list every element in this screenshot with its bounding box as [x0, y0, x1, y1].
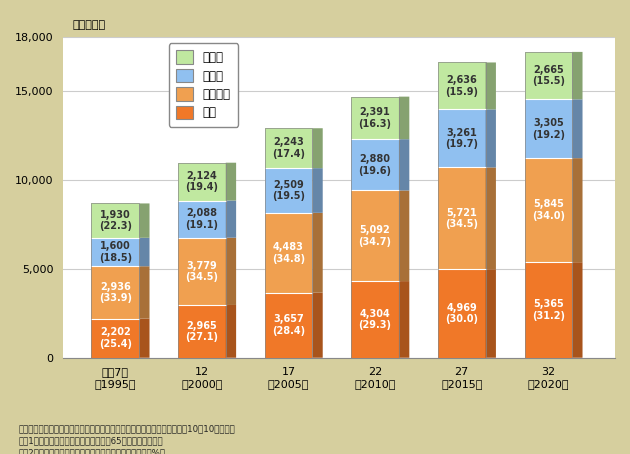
Bar: [178, 163, 226, 358]
Text: 1,600
(18.5): 1,600 (18.5): [99, 241, 132, 263]
Text: （千世帯）: （千世帯）: [72, 20, 105, 30]
Bar: [438, 63, 486, 109]
Text: 1,930
(22.3): 1,930 (22.3): [99, 210, 132, 232]
Polygon shape: [312, 293, 323, 358]
Polygon shape: [572, 158, 583, 262]
Bar: [91, 203, 139, 358]
Text: 2,202
(25.4): 2,202 (25.4): [99, 327, 132, 349]
Polygon shape: [226, 305, 236, 358]
Text: 4,483
(34.8): 4,483 (34.8): [272, 242, 305, 263]
Bar: [438, 168, 486, 269]
Bar: [438, 63, 486, 358]
Bar: [438, 109, 486, 168]
Bar: [265, 168, 312, 213]
Bar: [178, 163, 226, 201]
Text: 2,965
(27.1): 2,965 (27.1): [185, 321, 219, 342]
Polygon shape: [486, 63, 496, 109]
Text: 5,721
(34.5): 5,721 (34.5): [445, 207, 478, 229]
Text: 資料：国立社会保障・人口問題研究所「日本の世帯数の将来推計」（平成10年10月推計）: 資料：国立社会保障・人口問題研究所「日本の世帯数の将来推計」（平成10年10月推…: [19, 424, 236, 434]
Bar: [91, 203, 139, 238]
Bar: [178, 201, 226, 238]
Bar: [265, 128, 312, 168]
Text: 2,880
(19.6): 2,880 (19.6): [358, 154, 392, 176]
Text: （注1）高齢世帯とは、世帯主の年齢が65歳以上の一般世帯: （注1）高齢世帯とは、世帯主の年齢が65歳以上の一般世帯: [19, 437, 164, 446]
Text: （注2）（　）内の数字は、高齢世帯総数に占める割合（%）: （注2）（ ）内の数字は、高齢世帯総数に占める割合（%）: [19, 449, 166, 454]
Bar: [525, 262, 572, 358]
Text: 2,124
(19.4): 2,124 (19.4): [185, 171, 219, 192]
Bar: [352, 191, 399, 281]
Polygon shape: [572, 99, 583, 158]
Polygon shape: [226, 238, 236, 305]
Polygon shape: [139, 238, 149, 266]
Text: 3,657
(28.4): 3,657 (28.4): [272, 314, 305, 336]
Polygon shape: [399, 281, 410, 358]
Text: 2,509
(19.5): 2,509 (19.5): [272, 180, 305, 201]
Bar: [352, 281, 399, 358]
Text: 2,088
(19.1): 2,088 (19.1): [185, 208, 219, 230]
Polygon shape: [486, 168, 496, 269]
Polygon shape: [486, 109, 496, 168]
Polygon shape: [139, 319, 149, 358]
Bar: [525, 52, 572, 99]
Bar: [265, 293, 312, 358]
Text: 2,936
(33.9): 2,936 (33.9): [99, 281, 132, 303]
Bar: [438, 269, 486, 358]
Bar: [91, 266, 139, 319]
Polygon shape: [399, 139, 410, 191]
Text: 3,261
(19.7): 3,261 (19.7): [445, 128, 478, 149]
Polygon shape: [572, 262, 583, 358]
Text: 5,092
(34.7): 5,092 (34.7): [358, 225, 392, 247]
Bar: [91, 319, 139, 358]
Bar: [525, 52, 572, 358]
Text: 3,779
(34.5): 3,779 (34.5): [185, 261, 219, 282]
Text: 5,365
(31.2): 5,365 (31.2): [532, 299, 565, 321]
Text: 4,304
(29.3): 4,304 (29.3): [358, 309, 392, 330]
Bar: [265, 128, 312, 358]
Polygon shape: [226, 163, 236, 201]
Bar: [352, 97, 399, 139]
Polygon shape: [399, 191, 410, 281]
Bar: [178, 305, 226, 358]
Bar: [525, 99, 572, 158]
Polygon shape: [312, 128, 323, 168]
Bar: [265, 213, 312, 293]
Text: 2,391
(16.3): 2,391 (16.3): [358, 107, 392, 129]
Polygon shape: [139, 203, 149, 238]
Polygon shape: [486, 269, 496, 358]
Polygon shape: [572, 52, 583, 99]
Polygon shape: [226, 201, 236, 238]
Bar: [91, 238, 139, 266]
Text: 3,305
(19.2): 3,305 (19.2): [532, 118, 565, 139]
Polygon shape: [312, 213, 323, 293]
Bar: [178, 238, 226, 305]
Polygon shape: [312, 168, 323, 213]
Polygon shape: [399, 97, 410, 139]
Bar: [525, 158, 572, 262]
Polygon shape: [139, 266, 149, 319]
Text: 2,243
(17.4): 2,243 (17.4): [272, 138, 305, 159]
Bar: [352, 139, 399, 191]
Text: 2,665
(15.5): 2,665 (15.5): [532, 65, 565, 86]
Legend: その他, 親と子, 夫婦のみ, 単独: その他, 親と子, 夫婦のみ, 単独: [169, 43, 238, 127]
Text: 2,636
(15.9): 2,636 (15.9): [445, 75, 478, 97]
Text: 4,969
(30.0): 4,969 (30.0): [445, 303, 478, 324]
Bar: [352, 97, 399, 358]
Text: 5,845
(34.0): 5,845 (34.0): [532, 199, 565, 221]
